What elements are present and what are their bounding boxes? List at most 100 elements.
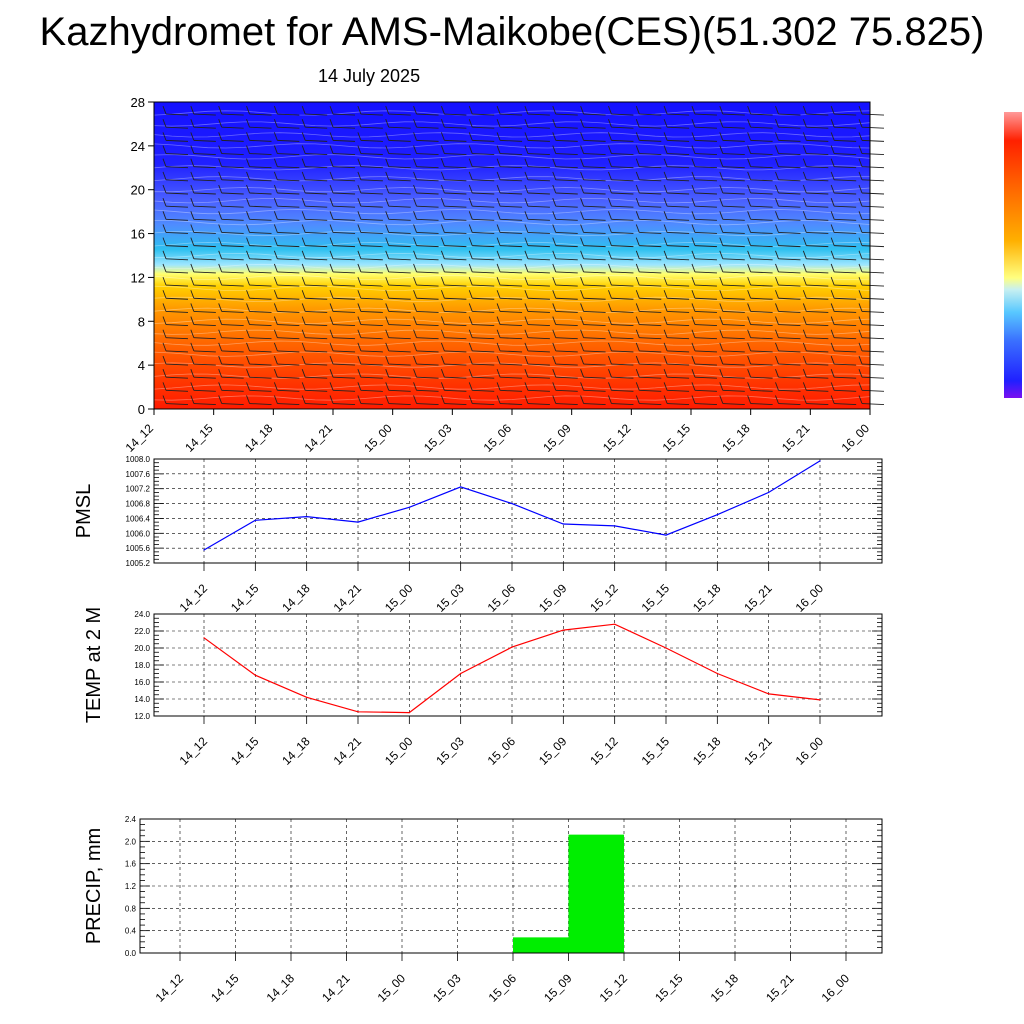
barb-flag	[413, 263, 417, 273]
wind-barb	[747, 171, 773, 182]
barb-staff	[305, 139, 328, 142]
wind-barb	[635, 119, 662, 129]
barb-flag	[246, 105, 250, 115]
barb-flag	[413, 224, 417, 233]
barb-staff	[333, 310, 356, 313]
barb-staff	[472, 389, 495, 392]
data-point	[562, 523, 564, 525]
barb-flag	[329, 382, 334, 391]
wind-barb	[608, 382, 634, 392]
wind-barb	[329, 369, 356, 379]
barb-flag	[246, 198, 250, 207]
y-tick-label: 0.0	[125, 949, 137, 958]
barb-flag	[413, 316, 417, 325]
y-tick-label: 2.0	[125, 837, 137, 846]
barb-staff	[277, 350, 300, 353]
wind-barb	[273, 290, 300, 300]
wind-barb	[218, 158, 244, 169]
wind-barb	[802, 132, 829, 142]
barb-staff	[667, 139, 690, 142]
contour-line	[153, 230, 871, 237]
wind-barb	[524, 158, 550, 169]
barb-flag	[552, 171, 557, 181]
barb-staff	[221, 297, 244, 300]
barb-staff	[750, 271, 773, 274]
barb-staff	[416, 297, 439, 300]
x-tick-label: 14_12	[177, 734, 211, 768]
wind-barb	[190, 224, 216, 234]
wind-barb	[190, 303, 216, 313]
barb-flag	[691, 276, 696, 286]
barb-flag	[719, 198, 724, 207]
barb-flag	[357, 145, 362, 154]
pmsl-panel: 1005.21005.61006.01006.41006.81007.21007…	[73, 455, 883, 615]
barb-flag	[719, 303, 724, 312]
barb-staff	[500, 324, 523, 327]
barb-flag	[552, 329, 557, 338]
wind-barb	[858, 198, 885, 208]
barb-flag	[691, 263, 696, 273]
barb-staff	[249, 258, 272, 261]
wind-barb	[858, 382, 885, 392]
barb-flag	[357, 250, 362, 259]
barb-flag	[413, 250, 417, 259]
barb-flag	[273, 211, 278, 220]
y-tick-label: 24	[131, 139, 145, 154]
barb-flag	[858, 290, 863, 299]
wind-barb	[190, 237, 216, 248]
y-tick-label: 0.8	[125, 904, 137, 913]
barb-flag	[775, 303, 779, 312]
wind-barb	[552, 250, 578, 261]
barb-flag	[608, 395, 612, 404]
contour-line	[153, 263, 871, 270]
barb-flag	[301, 145, 306, 154]
wind-barb	[273, 184, 300, 195]
barb-flag	[162, 316, 167, 325]
barb-flag	[162, 263, 167, 273]
barb-flag	[747, 145, 752, 154]
barb-flag	[440, 290, 445, 299]
wind-barb	[496, 263, 523, 274]
wind-barb	[663, 316, 690, 327]
barb-staff	[444, 113, 467, 116]
wind-barb	[691, 355, 717, 366]
wind-barb	[635, 290, 662, 300]
wind-barb	[329, 119, 356, 129]
wind-barb	[273, 237, 300, 248]
y-tick-label: 4	[138, 358, 145, 373]
wind-barb	[635, 382, 662, 392]
barb-staff	[500, 166, 523, 169]
barb-flag	[273, 105, 278, 115]
barb-staff	[444, 403, 467, 405]
barb-staff	[527, 192, 550, 195]
barb-staff	[527, 337, 550, 340]
wind-barb	[468, 158, 495, 169]
barb-staff	[305, 258, 328, 261]
wind-barb	[580, 355, 606, 366]
barb-flag	[830, 184, 835, 194]
barb-staff	[277, 245, 300, 248]
wind-barb	[663, 158, 690, 169]
barb-staff	[500, 363, 523, 366]
barb-flag	[218, 171, 223, 181]
wind-barb	[413, 303, 439, 313]
wind-barb	[524, 369, 550, 379]
barb-staff	[444, 126, 467, 129]
barb-flag	[385, 369, 390, 378]
wind-barb	[830, 224, 857, 234]
wind-barb	[858, 184, 885, 195]
barb-staff	[667, 363, 690, 366]
barb-staff	[165, 363, 189, 366]
barb-flag	[496, 250, 501, 259]
barb-flag	[273, 303, 278, 312]
wind-barb	[608, 250, 634, 261]
barb-flag	[747, 158, 752, 167]
barb-flag	[830, 158, 835, 167]
barb-flag	[858, 105, 863, 115]
barb-staff	[277, 297, 300, 300]
wind-barb	[635, 184, 662, 195]
barb-flag	[218, 250, 223, 259]
barb-flag	[580, 276, 585, 286]
wind-barb	[775, 355, 801, 366]
barb-staff	[750, 232, 773, 234]
